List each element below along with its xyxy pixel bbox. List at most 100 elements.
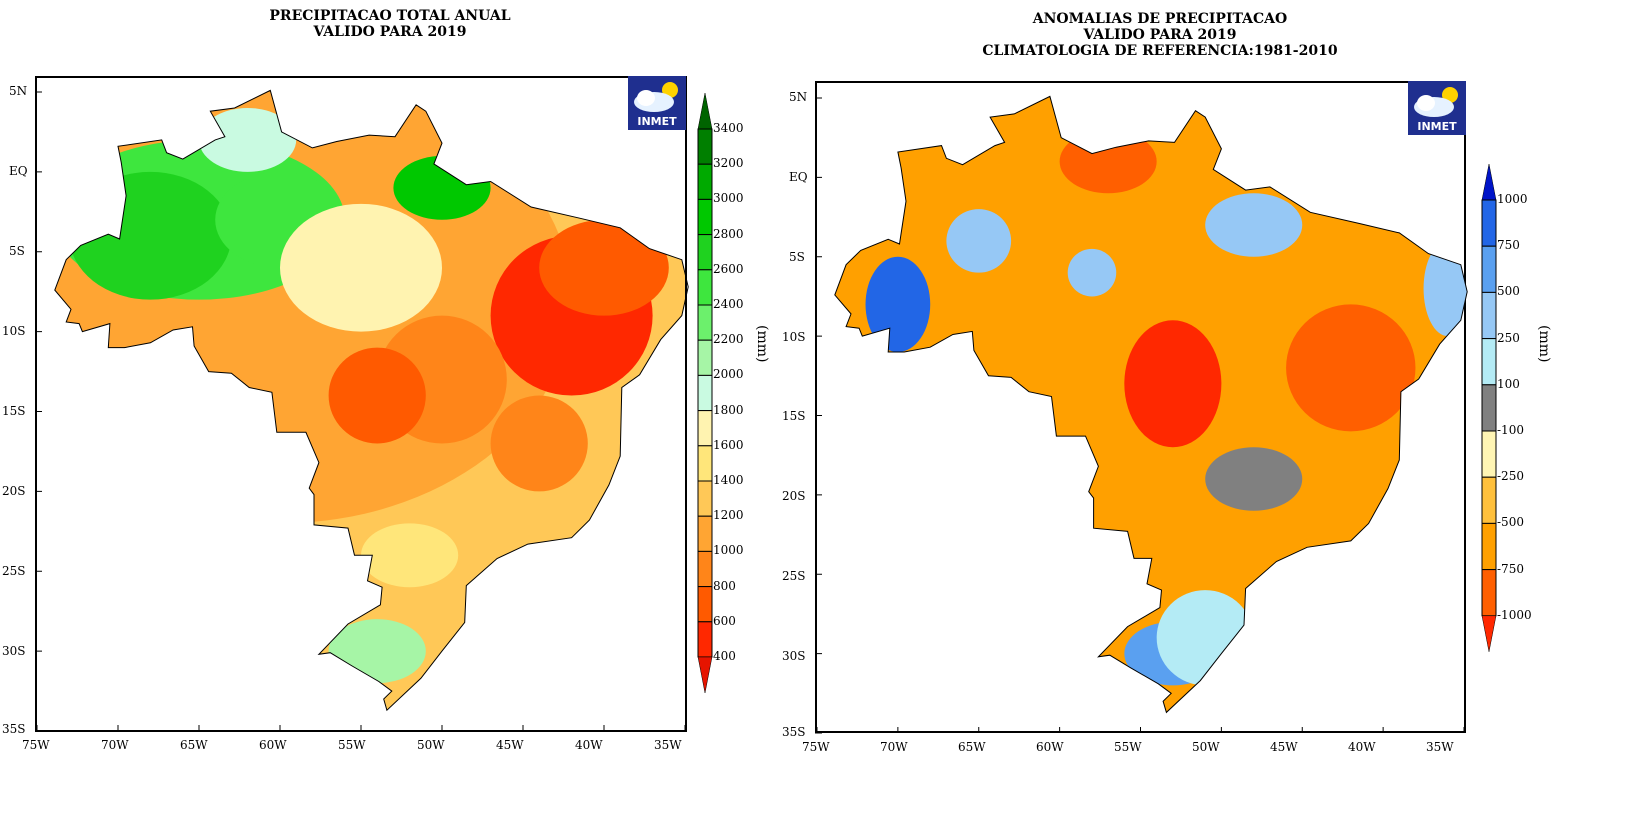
lon-label: 70W bbox=[880, 740, 908, 754]
colorbar-bottom-arrow bbox=[1481, 615, 1497, 652]
brazil-outline bbox=[834, 95, 1468, 714]
lon-label: 45W bbox=[1270, 740, 1298, 754]
lat-label: EQ bbox=[789, 170, 808, 184]
lat-label: 15S bbox=[2, 404, 26, 418]
lon-label: 55W bbox=[1114, 740, 1142, 754]
lon-label: 40W bbox=[1348, 740, 1376, 754]
contour-region bbox=[1286, 304, 1416, 432]
lon-label: 70W bbox=[101, 738, 129, 752]
colorbar-segment bbox=[697, 374, 713, 412]
colorbar-segment bbox=[697, 128, 713, 165]
colorbar-segment bbox=[697, 550, 713, 588]
brazil-outline bbox=[54, 89, 689, 712]
colorbar-segment bbox=[1481, 476, 1497, 524]
colorbar-label: -750 bbox=[1497, 561, 1524, 576]
colorbar-segment bbox=[697, 480, 713, 517]
colorbar-label: -100 bbox=[1497, 423, 1524, 437]
cloud-sun-icon bbox=[634, 82, 678, 112]
lon-label: 35W bbox=[654, 738, 682, 752]
contour-region bbox=[1423, 240, 1468, 337]
cloud-sun-icon bbox=[1414, 87, 1458, 117]
contour-region bbox=[199, 107, 297, 172]
colorbar-label: 2800 bbox=[713, 226, 744, 241]
colorbar-segment bbox=[697, 445, 713, 482]
colorbar-segment bbox=[697, 621, 713, 658]
colorbar-segment bbox=[697, 410, 713, 447]
lat-label: EQ bbox=[9, 164, 28, 178]
colorbar-label: 3000 bbox=[713, 191, 744, 206]
colorbar-segment bbox=[1481, 569, 1497, 617]
lat-label: 30S bbox=[782, 649, 806, 663]
colorbar-top-arrow bbox=[697, 92, 713, 130]
colorbar-segment bbox=[1481, 384, 1497, 432]
colorbar-label: 2400 bbox=[713, 297, 744, 311]
contour-region bbox=[328, 347, 426, 444]
right-title-line-2: VALIDO PARA 2019 bbox=[1083, 27, 1237, 43]
colorbar-segment bbox=[697, 163, 713, 200]
colorbar-bottom-arrow bbox=[697, 656, 713, 694]
lon-label: 50W bbox=[1192, 740, 1220, 754]
right-title-line-1: ANOMALIAS DE PRECIPITACAO bbox=[1032, 11, 1288, 27]
colorbar-label: 750 bbox=[1497, 238, 1520, 253]
colorbar-segment bbox=[697, 515, 713, 552]
lat-label: 20S bbox=[782, 489, 806, 503]
contour-region bbox=[865, 256, 931, 352]
colorbars bbox=[697, 92, 1497, 694]
contour-region bbox=[69, 171, 232, 300]
colorbar-label: 500 bbox=[1497, 284, 1520, 299]
lon-label: 55W bbox=[338, 738, 366, 752]
lat-label: 5S bbox=[789, 250, 805, 264]
map-fill-layer bbox=[54, 90, 685, 711]
colorbar-label: 100 bbox=[1497, 376, 1520, 391]
right-inmet-logo: INMET bbox=[1408, 81, 1466, 135]
colorbar-label: -500 bbox=[1497, 515, 1524, 530]
colorbar-label: -250 bbox=[1497, 469, 1524, 484]
colorbar-segment bbox=[1481, 199, 1497, 247]
lat-label: 15S bbox=[782, 409, 806, 423]
lat-label: 5N bbox=[789, 90, 808, 104]
lat-label: 10S bbox=[2, 324, 26, 338]
lat-label: 10S bbox=[782, 330, 806, 344]
right-map-title: ANOMALIAS DE PRECIPITACAO VALIDO PARA 20… bbox=[950, 11, 1370, 59]
lon-label: 65W bbox=[180, 738, 208, 752]
right-anomaly-map bbox=[834, 95, 1468, 714]
colorbar-label: 1800 bbox=[713, 402, 744, 417]
colorbar-segment bbox=[1481, 245, 1497, 293]
left-title-line-1: PRECIPITACAO TOTAL ANUAL bbox=[269, 8, 511, 24]
contour-region bbox=[490, 395, 588, 492]
left-map-title: PRECIPITACAO TOTAL ANUAL VALIDO PARA 201… bbox=[200, 8, 580, 40]
right-title-line-3: CLIMATOLOGIA DE REFERENCIA:1981-2010 bbox=[982, 43, 1338, 59]
lon-label: 45W bbox=[496, 738, 524, 752]
contour-region bbox=[280, 203, 442, 332]
contour-region bbox=[946, 209, 1012, 273]
lat-label: 30S bbox=[2, 644, 26, 658]
contour-region bbox=[1067, 248, 1117, 297]
lat-label: 25S bbox=[782, 569, 806, 583]
colorbar-segment bbox=[1481, 291, 1497, 340]
lon-label: 60W bbox=[1036, 740, 1064, 754]
lat-label: 5N bbox=[9, 84, 28, 98]
right-logo-text: INMET bbox=[1417, 120, 1457, 133]
colorbar-segment bbox=[697, 234, 713, 271]
colorbar-label: 3200 bbox=[713, 156, 744, 171]
contour-region bbox=[1205, 193, 1303, 257]
contour-region bbox=[1124, 320, 1222, 448]
colorbar-label: 2000 bbox=[713, 367, 744, 382]
colorbar-segment bbox=[697, 586, 713, 623]
contour-region bbox=[1205, 447, 1303, 511]
contour-region bbox=[1059, 129, 1157, 194]
lat-label: 35S bbox=[2, 722, 26, 736]
colorbar-segment bbox=[697, 304, 713, 341]
lat-label: 25S bbox=[2, 564, 26, 578]
axis-ticks bbox=[35, 91, 1465, 734]
lon-label: 75W bbox=[802, 740, 830, 754]
contour-region bbox=[393, 155, 491, 220]
left-precipitation-map bbox=[54, 89, 689, 712]
lon-label: 65W bbox=[958, 740, 986, 754]
colorbar-label: 600 bbox=[713, 613, 736, 628]
colorbar-segment bbox=[1481, 430, 1497, 478]
colorbar-label: 2600 bbox=[713, 261, 744, 276]
map-fill-layer bbox=[834, 96, 1468, 713]
right-colorbar-unit: (mm) bbox=[1536, 325, 1552, 363]
